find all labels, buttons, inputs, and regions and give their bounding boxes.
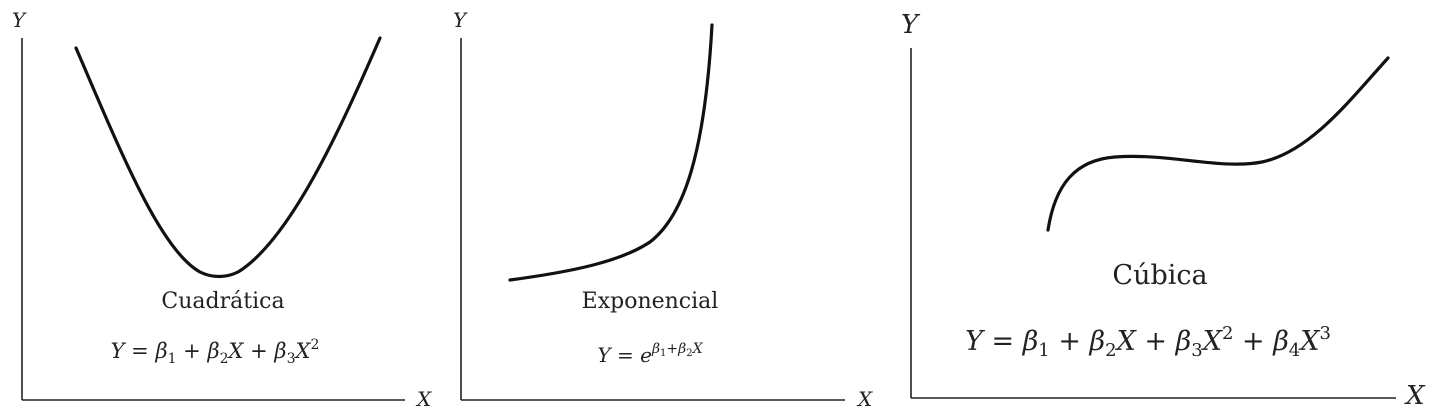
quadratic-x-axis-label: X bbox=[415, 387, 432, 411]
cubic-x-axis-label: X bbox=[1404, 381, 1426, 411]
quadratic-name: Cuadrática bbox=[161, 289, 284, 314]
quadratic-formula: Y = β1 + β2X + β3X2 bbox=[111, 337, 320, 367]
cubic-y-axis-label: Y bbox=[901, 10, 921, 40]
quadratic-panel: Y X Cuadrática Y = β1 + β2X + β3X2 bbox=[12, 8, 432, 411]
cubic-formula: Y = β1 + β2X + β3X2 + β4X3 bbox=[965, 323, 1331, 361]
exponential-name: Exponencial bbox=[582, 289, 719, 314]
cubic-panel: Y X Cúbica Y = β1 + β2X + β3X2 + β4X3 bbox=[901, 10, 1426, 411]
exponential-x-axis-label: X bbox=[856, 387, 873, 411]
quadratic-y-axis-label: Y bbox=[12, 8, 27, 32]
exponential-y-axis-label: Y bbox=[453, 8, 468, 32]
exponential-curve bbox=[508, 23, 714, 282]
exponential-panel: Y X Exponencial Y = eβ1+β2X bbox=[453, 8, 873, 411]
cubic-curve bbox=[1046, 56, 1390, 232]
cubic-name: Cúbica bbox=[1112, 260, 1207, 291]
exponential-formula: Y = eβ1+β2X bbox=[597, 341, 703, 367]
quadratic-curve bbox=[74, 36, 382, 279]
